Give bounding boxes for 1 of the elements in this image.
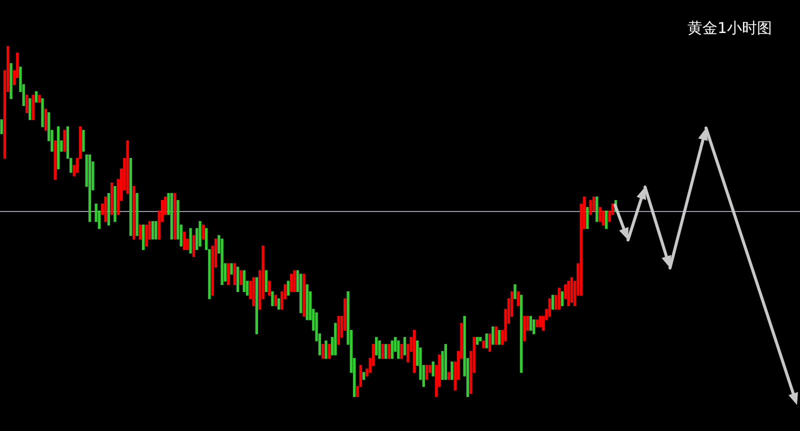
text: 黄金1小时图 (687, 19, 772, 38)
